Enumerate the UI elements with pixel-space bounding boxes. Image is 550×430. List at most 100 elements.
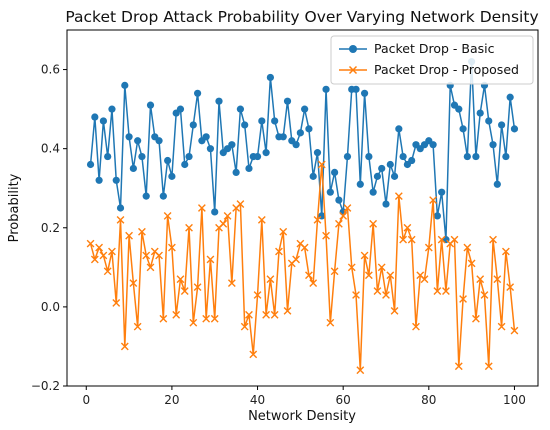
data-point-proposed xyxy=(317,160,326,169)
data-point-basic xyxy=(309,172,317,180)
data-point-basic xyxy=(215,97,223,105)
data-point-proposed xyxy=(189,318,198,327)
data-point-proposed xyxy=(257,215,266,224)
data-point-proposed xyxy=(219,219,228,228)
data-point-basic xyxy=(429,141,437,149)
data-point-basic xyxy=(232,168,240,176)
data-point-basic xyxy=(472,152,480,161)
data-point-basic xyxy=(95,176,103,184)
data-point-proposed xyxy=(193,283,202,292)
data-point-basic xyxy=(262,149,270,157)
data-point-proposed xyxy=(236,200,245,208)
data-point-proposed xyxy=(279,227,288,236)
data-point-proposed xyxy=(185,223,193,232)
plot-area xyxy=(66,29,539,387)
data-point-basic xyxy=(356,180,364,188)
data-point-basic xyxy=(112,176,120,184)
data-point-basic xyxy=(185,152,193,161)
data-point-proposed xyxy=(463,243,472,252)
data-point-proposed xyxy=(133,322,142,331)
data-point-proposed xyxy=(510,326,519,335)
data-point-proposed xyxy=(373,287,382,295)
data-point-proposed xyxy=(142,251,151,260)
data-point-proposed xyxy=(99,251,108,260)
data-point-proposed xyxy=(360,251,369,260)
data-point-basic xyxy=(305,125,313,133)
data-point-basic xyxy=(313,149,322,157)
data-point-proposed xyxy=(454,362,463,371)
data-point-basic xyxy=(206,145,215,153)
data-point-proposed xyxy=(394,192,403,201)
data-point-proposed xyxy=(266,275,275,284)
data-point-proposed xyxy=(253,291,262,299)
data-point-proposed xyxy=(399,235,408,244)
data-point-basic xyxy=(164,156,172,165)
data-point-basic xyxy=(459,125,467,133)
data-point-basic xyxy=(343,152,352,161)
data-point-basic xyxy=(438,188,446,196)
data-point-basic xyxy=(283,97,292,105)
data-point-proposed xyxy=(326,318,335,327)
legend-marker-proposed xyxy=(348,65,358,75)
data-point-proposed xyxy=(352,291,360,299)
data-point-basic xyxy=(194,89,202,97)
data-point-proposed xyxy=(364,271,373,280)
y-tick-label: 0.2 xyxy=(41,221,60,235)
data-point-proposed xyxy=(497,322,506,331)
data-point-proposed xyxy=(472,314,480,323)
data-point-basic xyxy=(86,160,95,169)
data-point-proposed xyxy=(112,299,121,307)
data-point-basic xyxy=(121,81,129,89)
data-point-proposed xyxy=(390,306,399,315)
data-point-proposed xyxy=(330,267,339,276)
data-point-basic xyxy=(189,121,197,129)
series-layer xyxy=(86,58,519,375)
data-point-proposed xyxy=(429,196,437,204)
data-point-basic xyxy=(378,164,386,173)
data-point-proposed xyxy=(210,314,219,323)
legend-box xyxy=(330,35,534,85)
data-point-proposed xyxy=(356,366,365,375)
data-point-basic xyxy=(390,172,399,180)
data-point-proposed xyxy=(459,295,467,303)
series-line-basic xyxy=(89,60,516,241)
legend-entry-basic: Packet Drop - Basic xyxy=(339,41,495,56)
data-point-basic xyxy=(258,117,266,125)
data-point-basic xyxy=(241,121,249,129)
data-point-proposed xyxy=(249,350,258,359)
y-axis: −0.2 0.0 0.2 0.4 0.6 xyxy=(31,63,67,393)
legend-entry-proposed: Packet Drop - Proposed xyxy=(339,62,519,77)
data-point-proposed xyxy=(322,231,330,240)
data-point-proposed xyxy=(197,204,206,212)
data-point-basic xyxy=(485,117,493,125)
data-point-proposed xyxy=(501,247,510,256)
legend-label-proposed: Packet Drop - Proposed xyxy=(374,62,519,77)
data-point-basic xyxy=(455,105,463,113)
data-point-proposed xyxy=(120,342,129,351)
data-point-proposed xyxy=(309,279,318,288)
data-point-proposed xyxy=(403,223,412,232)
data-point-basic xyxy=(502,152,510,161)
data-point-basic xyxy=(134,137,142,145)
legend-marker-basic xyxy=(349,45,357,53)
data-point-basic xyxy=(146,101,155,109)
legend: Packet Drop - Basic Packet Drop - Propos… xyxy=(330,35,534,85)
x-tick-label: 80 xyxy=(421,393,436,407)
data-point-basic xyxy=(506,93,514,101)
data-point-proposed xyxy=(129,279,138,288)
data-point-proposed xyxy=(480,291,489,299)
data-point-basic xyxy=(489,141,497,149)
data-point-proposed xyxy=(313,215,322,224)
data-point-basic xyxy=(202,133,210,141)
data-point-proposed xyxy=(206,255,215,264)
data-point-basic xyxy=(296,129,304,137)
data-point-proposed xyxy=(90,255,99,264)
data-point-basic xyxy=(271,117,279,125)
data-point-basic xyxy=(228,141,236,149)
y-axis-label: Probability xyxy=(7,173,22,242)
data-point-proposed xyxy=(180,287,189,295)
data-point-proposed xyxy=(176,275,185,284)
data-point-basic xyxy=(159,192,167,200)
data-point-proposed xyxy=(125,231,133,240)
